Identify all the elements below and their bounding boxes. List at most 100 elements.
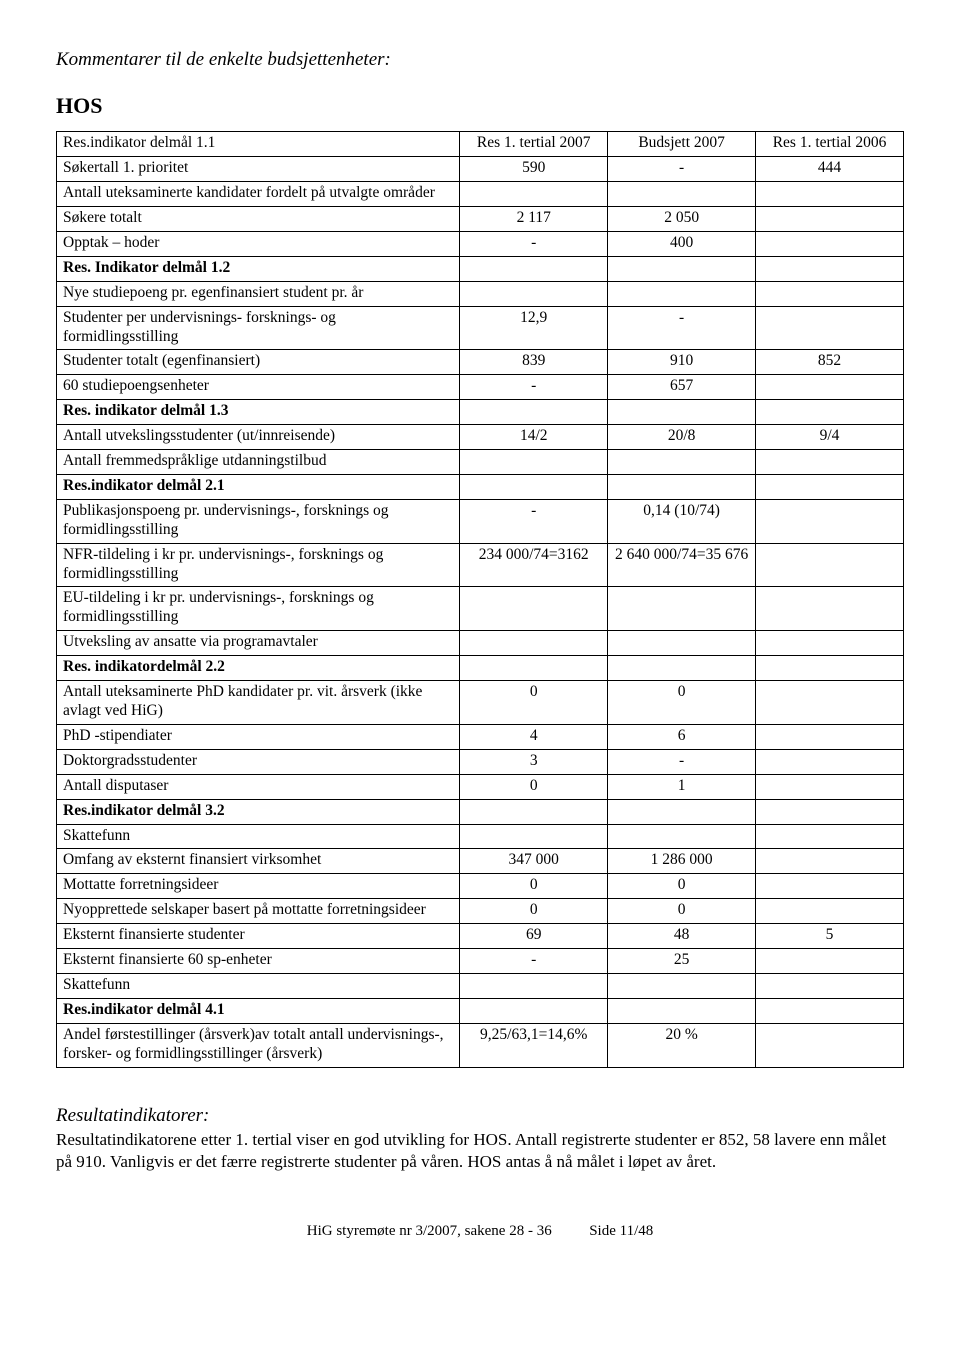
row-label: Res.indikator delmål 3.2: [57, 799, 460, 824]
row-label: Res. Indikator delmål 1.2: [57, 256, 460, 281]
row-col4: [756, 499, 904, 543]
row-col4: [756, 182, 904, 207]
row-label: Res. indikator delmål 1.3: [57, 400, 460, 425]
row-col3: -: [608, 157, 756, 182]
comment-heading: Kommentarer til de enkelte budsjettenhet…: [56, 48, 904, 72]
row-col3: [608, 182, 756, 207]
row-col4: [756, 281, 904, 306]
row-col2: 4: [460, 724, 608, 749]
row-col2: -: [460, 499, 608, 543]
row-col2: [460, 450, 608, 475]
row-col2: [460, 799, 608, 824]
row-col3: 2 640 000/74=35 676: [608, 543, 756, 587]
row-col4: [756, 949, 904, 974]
row-col4: [756, 973, 904, 998]
row-col2: 12,9: [460, 306, 608, 350]
row-col2: [460, 587, 608, 631]
page-footer-left: HiG styremøte nr 3/2007, sakene 28 - 36: [307, 1223, 552, 1239]
row-col4: [756, 1023, 904, 1067]
row-col4: [756, 587, 904, 631]
row-col4: [756, 899, 904, 924]
table-row: Antall uteksaminerte PhD kandidater pr. …: [57, 681, 904, 725]
table-row: Utveksling av ansatte via programavtaler: [57, 631, 904, 656]
table-row: Eksternt finansierte 60 sp-enheter-25: [57, 949, 904, 974]
row-col3: [608, 631, 756, 656]
table-row: Doktorgradsstudenter3-: [57, 749, 904, 774]
row-col4: [756, 799, 904, 824]
row-label: Res.indikator delmål 4.1: [57, 998, 460, 1023]
row-col2: 14/2: [460, 425, 608, 450]
row-label: Res.indikator delmål 2.1: [57, 474, 460, 499]
row-col3: 6: [608, 724, 756, 749]
row-col2: 9,25/63,1=14,6%: [460, 1023, 608, 1067]
row-label: Omfang av eksternt finansiert virksomhet: [57, 849, 460, 874]
page-footer: HiG styremøte nr 3/2007, sakene 28 - 36 …: [56, 1222, 904, 1241]
row-col2: 590: [460, 157, 608, 182]
row-label: Skattefunn: [57, 824, 460, 849]
col-header-3: Budsjett 2007: [608, 132, 756, 157]
col-header-4: Res 1. tertial 2006: [756, 132, 904, 157]
row-col3: 910: [608, 350, 756, 375]
row-col2: [460, 631, 608, 656]
col-header-1: Res.indikator delmål 1.1: [57, 132, 460, 157]
table-row: Antall disputaser01: [57, 774, 904, 799]
row-col3: [608, 474, 756, 499]
row-label: Antall disputaser: [57, 774, 460, 799]
table-row: Res. indikator delmål 1.3: [57, 400, 904, 425]
table-row: PhD -stipendiater46: [57, 724, 904, 749]
table-row: Omfang av eksternt finansiert virksomhet…: [57, 849, 904, 874]
row-col3: [608, 281, 756, 306]
row-col2: 2 117: [460, 206, 608, 231]
row-col3: 48: [608, 924, 756, 949]
row-col2: [460, 256, 608, 281]
row-col3: 0,14 (10/74): [608, 499, 756, 543]
row-col3: [608, 973, 756, 998]
table-row: Res. Indikator delmål 1.2: [57, 256, 904, 281]
row-col4: [756, 543, 904, 587]
table-row: Mottatte forretningsideer00: [57, 874, 904, 899]
row-col4: [756, 656, 904, 681]
row-col3: 400: [608, 231, 756, 256]
row-label: Eksternt finansierte 60 sp-enheter: [57, 949, 460, 974]
row-col4: [756, 749, 904, 774]
row-col3: 20/8: [608, 425, 756, 450]
row-col2: -: [460, 375, 608, 400]
row-label: Opptak – hoder: [57, 231, 460, 256]
table-row: Publikasjonspoeng pr. undervisnings-, fo…: [57, 499, 904, 543]
row-col3: 2 050: [608, 206, 756, 231]
row-col2: 3: [460, 749, 608, 774]
row-col3: 0: [608, 681, 756, 725]
row-col3: 0: [608, 899, 756, 924]
row-label: 60 studiepoengsenheter: [57, 375, 460, 400]
row-label: Studenter totalt (egenfinansiert): [57, 350, 460, 375]
indicator-table: Res.indikator delmål 1.1 Res 1. tertial …: [56, 131, 904, 1067]
row-col3: [608, 998, 756, 1023]
table-row: Skattefunn: [57, 973, 904, 998]
row-col2: [460, 656, 608, 681]
section-title: HOS: [56, 92, 904, 120]
row-col2: 69: [460, 924, 608, 949]
row-label: Res. indikatordelmål 2.2: [57, 656, 460, 681]
result-indicators-block: Resultatindikatorer: Resultatindikatoren…: [56, 1104, 904, 1174]
table-header-row: Res.indikator delmål 1.1 Res 1. tertial …: [57, 132, 904, 157]
row-col3: [608, 656, 756, 681]
table-row: Antall fremmedspråklige utdanningstilbud: [57, 450, 904, 475]
row-label: Antall uteksaminerte kandidater fordelt …: [57, 182, 460, 207]
row-col4: [756, 681, 904, 725]
table-row: 60 studiepoengsenheter-657: [57, 375, 904, 400]
row-col4: [756, 774, 904, 799]
row-col2: 0: [460, 774, 608, 799]
row-col2: [460, 824, 608, 849]
row-col3: -: [608, 306, 756, 350]
row-col4: [756, 306, 904, 350]
table-row: Studenter per undervisnings- forsknings-…: [57, 306, 904, 350]
result-indicators-heading: Resultatindikatorer:: [56, 1104, 904, 1128]
row-col3: 0: [608, 874, 756, 899]
row-col4: [756, 998, 904, 1023]
row-label: Nyopprettede selskaper basert på mottatt…: [57, 899, 460, 924]
row-col2: -: [460, 949, 608, 974]
row-label: Søkertall 1. prioritet: [57, 157, 460, 182]
row-col2: [460, 474, 608, 499]
table-row: Res.indikator delmål 2.1: [57, 474, 904, 499]
row-col3: [608, 450, 756, 475]
